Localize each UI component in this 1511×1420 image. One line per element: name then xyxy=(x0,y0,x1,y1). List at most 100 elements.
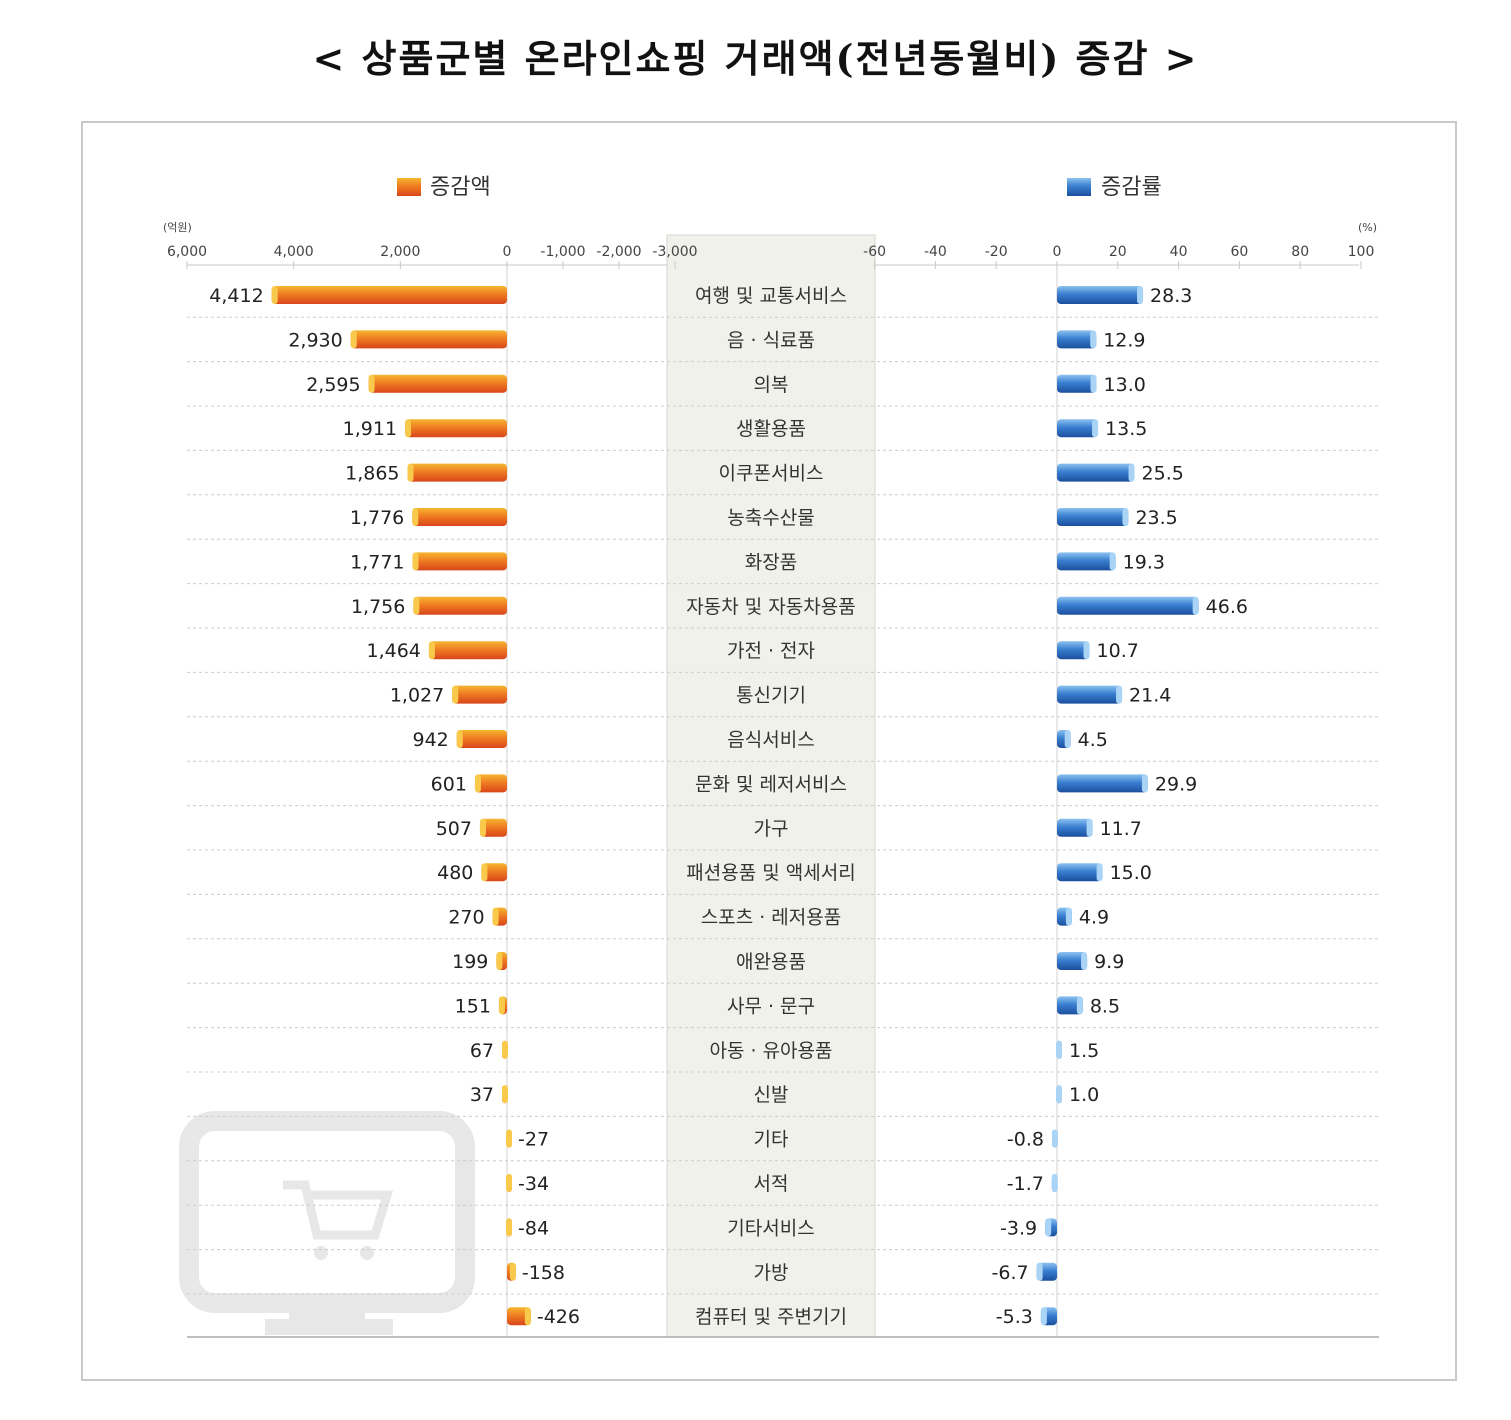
amount-bar xyxy=(452,686,507,704)
rate-bar-cap xyxy=(1081,952,1087,970)
category-label: 패션용품 및 액세서리 xyxy=(686,862,855,884)
amount-bar-cap xyxy=(480,819,486,837)
amount-bar-cap xyxy=(429,641,435,659)
category-label: 의복 xyxy=(754,374,789,396)
category-label: 애완용품 xyxy=(736,951,806,973)
rate-bar-cap xyxy=(1091,375,1097,393)
amount-value-label: 270 xyxy=(448,907,484,929)
category-label: 컴퓨터 및 주변기기 xyxy=(695,1306,847,1328)
rate-bar xyxy=(1057,286,1143,304)
legend-rate-swatch xyxy=(1067,178,1091,196)
amount-tick-label: 0 xyxy=(503,244,512,260)
rate-bar xyxy=(1057,597,1199,615)
rate-tick-label: -60 xyxy=(863,244,886,260)
amount-value-label: -84 xyxy=(518,1217,549,1239)
rate-bar-cap xyxy=(1037,1263,1043,1281)
amount-bar-cap xyxy=(413,597,419,615)
rate-value-label: 4.9 xyxy=(1079,907,1109,929)
rate-bar-cap xyxy=(1084,641,1090,659)
amount-tick-label: 2,000 xyxy=(380,244,420,260)
category-label: 서적 xyxy=(754,1173,789,1195)
amount-tick-label: -3,000 xyxy=(652,244,697,260)
rate-tick-label: 40 xyxy=(1170,244,1188,260)
rate-value-label: -0.8 xyxy=(1007,1129,1044,1151)
category-label: 아동 · 유아용품 xyxy=(710,1040,833,1062)
rate-bar-cap xyxy=(1097,863,1103,881)
rate-tick-label: -20 xyxy=(985,244,1008,260)
rate-bar-cap xyxy=(1056,1085,1062,1103)
amount-tick-label: 4,000 xyxy=(274,244,314,260)
rate-bar-cap xyxy=(1052,1130,1058,1148)
amount-tick-label: 6,000 xyxy=(167,244,207,260)
amount-bar-cap xyxy=(499,996,505,1014)
amount-value-label: 480 xyxy=(437,862,473,884)
rate-value-label: 46.6 xyxy=(1206,596,1248,618)
amount-bar-cap xyxy=(502,1085,508,1103)
amount-value-label: 1,756 xyxy=(351,596,405,618)
amount-bar xyxy=(272,286,507,304)
legend-amount-swatch xyxy=(397,178,421,196)
amount-value-label: 507 xyxy=(436,818,472,840)
amount-bar xyxy=(405,419,507,437)
rate-value-label: -6.7 xyxy=(992,1262,1029,1284)
amount-value-label: -27 xyxy=(518,1129,549,1151)
amount-value-label: 199 xyxy=(452,951,488,973)
amount-value-label: 37 xyxy=(470,1084,494,1106)
amount-bar-cap xyxy=(475,774,481,792)
category-label: 여행 및 교통서비스 xyxy=(695,285,847,307)
category-label: 기타 xyxy=(754,1129,789,1151)
rate-value-label: 29.9 xyxy=(1155,773,1197,795)
category-label: 문화 및 레저서비스 xyxy=(695,773,847,795)
amount-bar-cap xyxy=(413,552,419,570)
amount-bar-cap xyxy=(457,730,463,748)
rate-bar-cap xyxy=(1077,996,1083,1014)
rate-tick-label: 0 xyxy=(1053,244,1062,260)
category-label: 신발 xyxy=(754,1084,789,1106)
rate-bar xyxy=(1057,508,1128,526)
rate-tick-label: 100 xyxy=(1348,244,1375,260)
rate-bar-cap xyxy=(1066,908,1072,926)
rate-bar-cap xyxy=(1052,1174,1058,1192)
amount-value-label: -426 xyxy=(537,1306,580,1328)
amount-tick-label: -2,000 xyxy=(596,244,641,260)
amount-bar-cap xyxy=(525,1307,531,1325)
amount-bar xyxy=(413,552,507,570)
rate-value-label: 9.9 xyxy=(1094,951,1124,973)
amount-value-label: 601 xyxy=(431,773,467,795)
rate-tick-label: 20 xyxy=(1109,244,1127,260)
rate-value-label: 13.0 xyxy=(1104,374,1146,396)
rate-value-label: 12.9 xyxy=(1103,329,1145,351)
category-label: 이쿠폰서비스 xyxy=(719,463,824,485)
rate-value-label: 25.5 xyxy=(1142,463,1184,485)
amount-unit-label: (억원) xyxy=(163,221,192,234)
category-label: 음식서비스 xyxy=(727,729,814,751)
chart-frame: 증감액 증감률 (억원) (%) 6,000 4,000 2,000 0 -1,000-… xyxy=(81,121,1457,1381)
amount-bar-cap xyxy=(272,286,278,304)
legend-amount-label: 증감액 xyxy=(430,175,491,200)
amount-value-label: 1,027 xyxy=(390,685,444,707)
rate-value-label: 10.7 xyxy=(1097,640,1139,662)
rate-bar-cap xyxy=(1056,1041,1062,1059)
page-title: < 상품군별 온라인쇼핑 거래액(전년동월비) 증감 > xyxy=(0,28,1511,83)
amount-bar-cap xyxy=(493,908,499,926)
legend-rate-label: 증감률 xyxy=(1101,175,1162,200)
rate-bar-cap xyxy=(1193,597,1199,615)
amount-bar-cap xyxy=(510,1263,516,1281)
rate-value-label: -1.7 xyxy=(1007,1173,1044,1195)
amount-value-label: 2,595 xyxy=(306,374,360,396)
category-label: 스포츠 · 레저용품 xyxy=(701,907,841,929)
rate-bar-cap xyxy=(1116,686,1122,704)
rate-bar-cap xyxy=(1090,330,1096,348)
rate-value-label: -5.3 xyxy=(996,1306,1033,1328)
amount-value-label: 942 xyxy=(412,729,448,751)
amount-bar xyxy=(369,375,507,393)
amount-bar-cap xyxy=(506,1174,512,1192)
amount-bar-cap xyxy=(405,419,411,437)
category-label: 통신기기 xyxy=(736,685,806,707)
rate-unit-label: (%) xyxy=(1358,221,1377,234)
amount-value-label: -34 xyxy=(518,1173,549,1195)
amount-value-label: 67 xyxy=(470,1040,494,1062)
amount-bar xyxy=(351,330,507,348)
rate-bar-cap xyxy=(1129,464,1135,482)
amount-bar-cap xyxy=(452,686,458,704)
